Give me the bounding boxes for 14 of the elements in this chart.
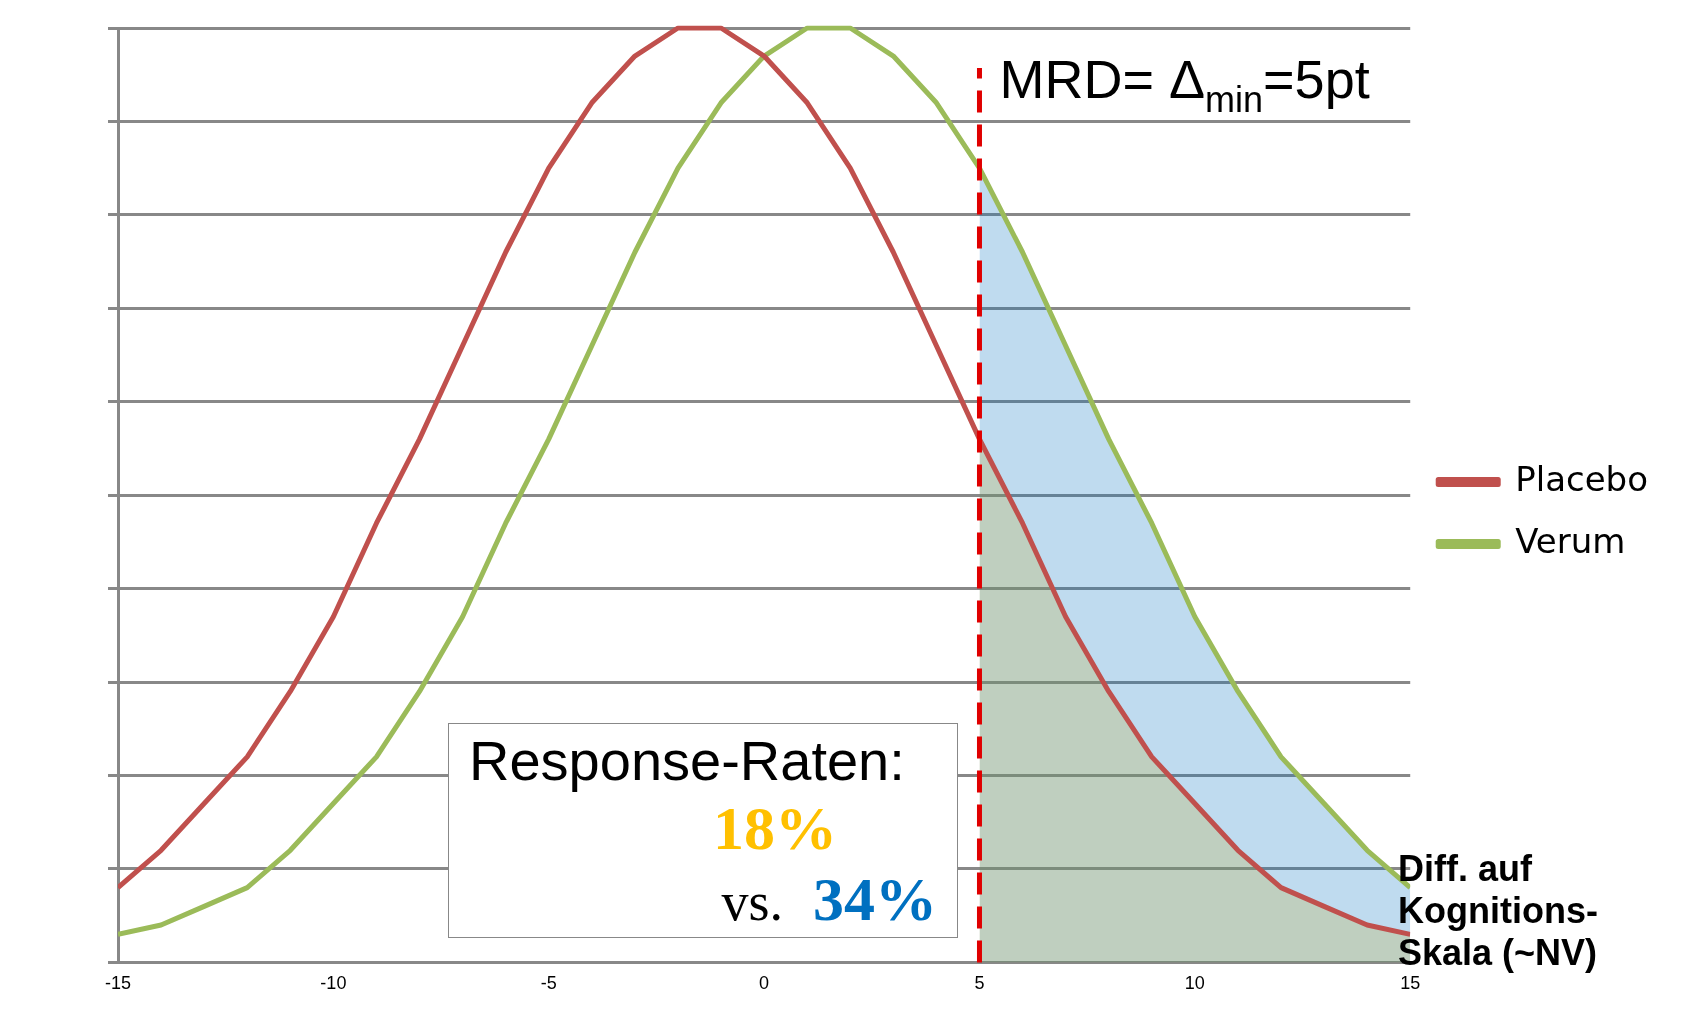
x-tick-label: 15 (1400, 973, 1421, 994)
x-tick-label: 5 (974, 973, 985, 994)
annotation: vs. (721, 872, 783, 932)
annotation: 18% (712, 793, 838, 864)
x-tick-label: -10 (320, 973, 347, 994)
legend-label: Verum (1515, 520, 1626, 561)
annotation: 34% (813, 865, 937, 933)
x-tick-label: 0 (759, 973, 770, 994)
x-tick-label: 10 (1184, 973, 1205, 994)
legend-label: Placebo (1515, 458, 1648, 499)
x-tick-label: -15 (104, 973, 132, 994)
x-axis-title: Diff. auf Kognitions-Skala (~NV) (1398, 848, 1599, 974)
annotation: Response-Raten: (469, 728, 906, 793)
x-tick-label: -5 (540, 973, 557, 994)
